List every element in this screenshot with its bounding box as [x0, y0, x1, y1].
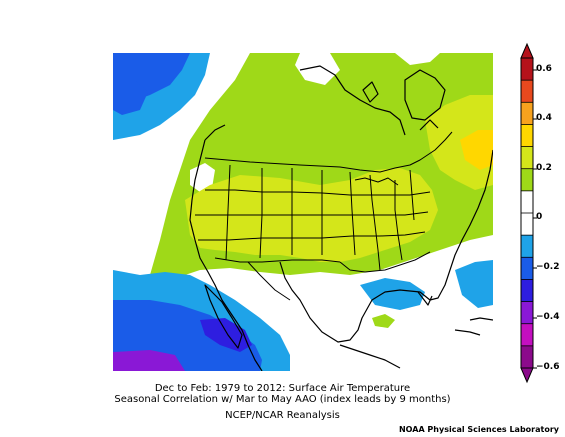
colorbar-tick-3: 0 — [536, 212, 543, 222]
caption-dataset: NCEP/NCAR Reanalysis — [225, 410, 340, 421]
colorbar-max-arrow — [520, 42, 534, 59]
field-zero-band-north2 — [395, 53, 440, 65]
map-plot-area — [113, 53, 493, 371]
credit-label: NOAA Physical Sciences Laboratory — [398, 425, 559, 434]
field-neg-light-blue-gulf — [360, 278, 425, 310]
field-pos-green-cuba — [372, 314, 395, 328]
colorbar-bin — [521, 58, 533, 81]
colorbar-bin — [521, 146, 533, 170]
colorbar-bin — [521, 124, 533, 147]
colorbar-tick-1: 0.4 — [536, 113, 552, 123]
field-yellow-quebec — [460, 130, 493, 170]
colorbar-bin — [521, 323, 533, 347]
colorbar-tick-4: −0.2 — [536, 262, 560, 272]
colorbar-tick-0: 0.6 — [536, 64, 552, 74]
political-boundaries — [195, 131, 453, 301]
caption-title: Dec to Feb: 1979 to 2012: Surface Air Te… — [154, 383, 411, 394]
colorbar-bin — [521, 190, 533, 214]
field-zero-band-idaho — [190, 163, 215, 192]
colorbar-bin — [521, 301, 533, 325]
caption-subtitle: Seasonal Correlation w/ Mar to May AAO (… — [114, 394, 451, 405]
field-neg-light-blue-atlantic — [455, 260, 493, 308]
colorbar-bin — [521, 102, 533, 125]
colorbar-bin — [521, 345, 533, 369]
colorbar-min-arrow — [520, 367, 534, 384]
field-neg-violet-corner — [113, 350, 185, 371]
colorbar-bin — [521, 213, 533, 236]
field-zero-band-north — [295, 53, 340, 85]
colorbar-bin — [521, 168, 533, 192]
colorbar-bin — [521, 80, 533, 103]
colorbar-bin — [521, 235, 533, 258]
colorbar-tick-6: −0.6 — [536, 362, 560, 372]
colorbar-tick-5: −0.4 — [536, 312, 560, 322]
colorbar-tick-2: 0.2 — [536, 163, 552, 173]
field-neg-blue-alaska — [113, 80, 148, 115]
colorbar-bin — [521, 257, 533, 280]
colorbar — [520, 42, 537, 384]
colorbar-bin — [521, 279, 533, 302]
coastlines — [189, 65, 493, 371]
